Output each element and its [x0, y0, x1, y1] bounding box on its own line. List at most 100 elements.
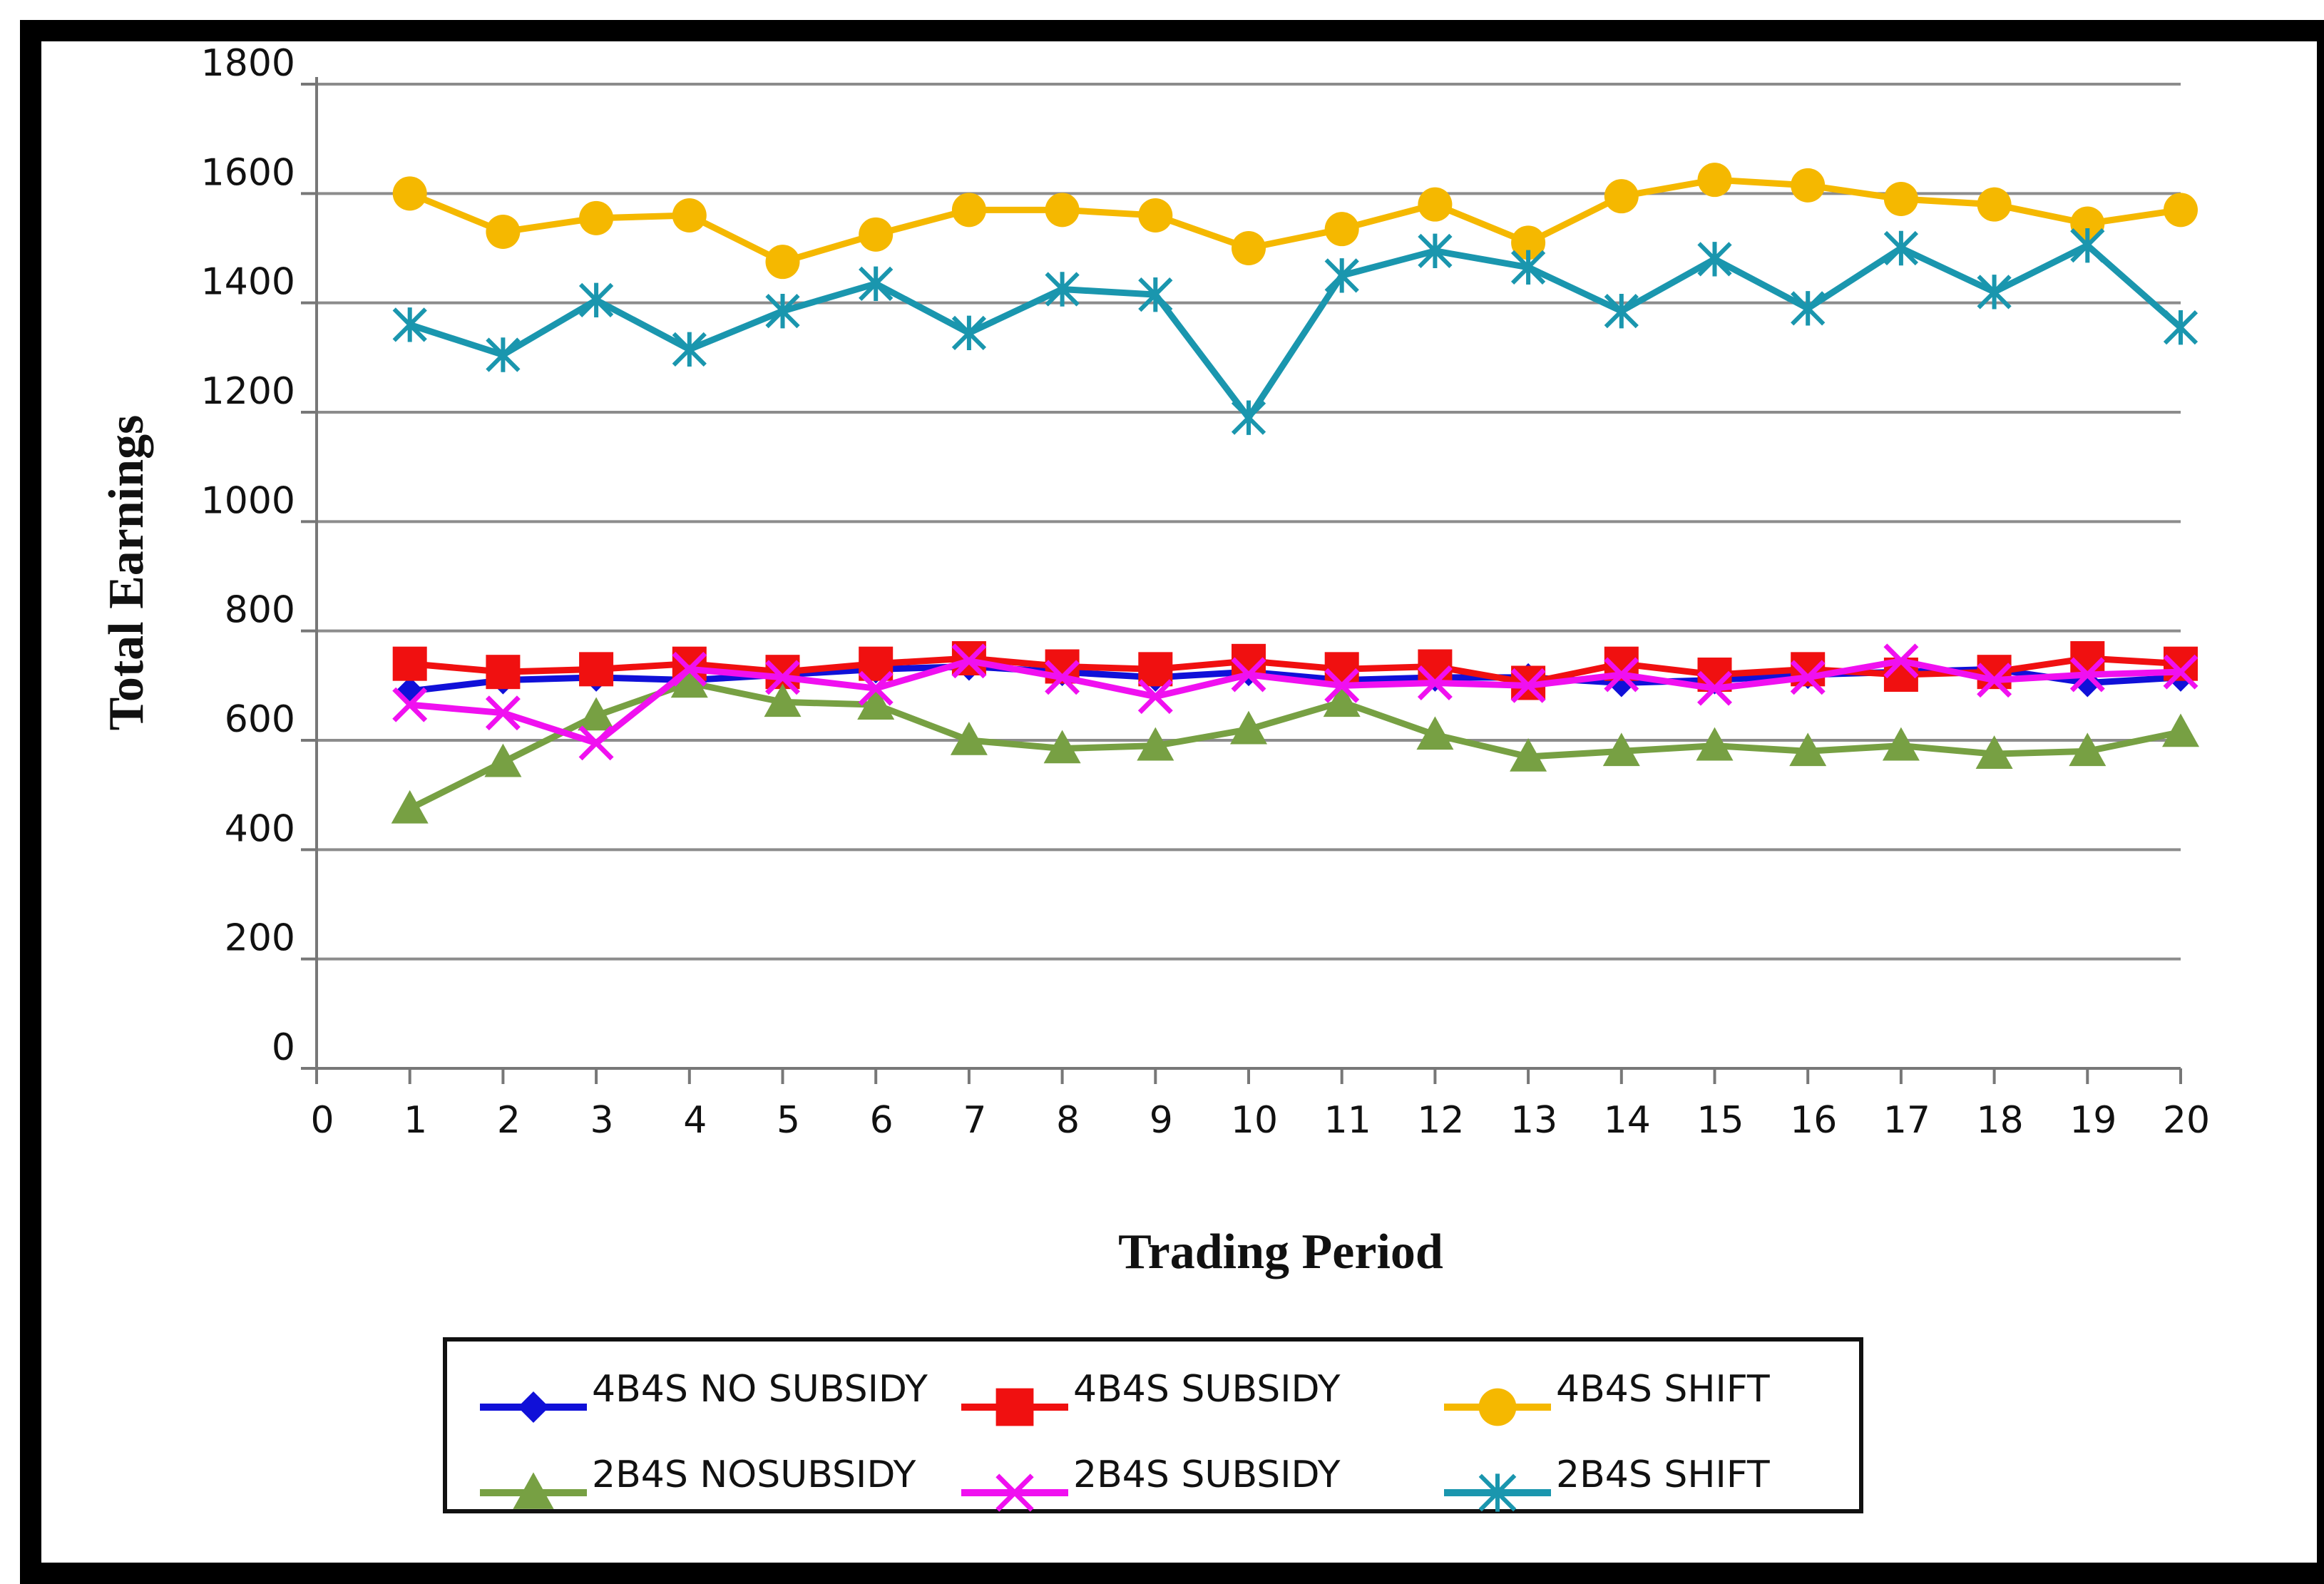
x-tick-label: 5 [777, 1099, 800, 1142]
data-point [2070, 228, 2105, 263]
data-point [1323, 683, 1361, 717]
x-tick-label: 15 [1696, 1099, 1744, 1142]
data-point [578, 282, 614, 318]
axes [301, 77, 2182, 1084]
data-point [951, 643, 987, 679]
data-point [395, 677, 424, 705]
data-point [672, 332, 707, 367]
legend: 4B4S NO SUBSIDY 4B4S SUBSIDY 4B4S SHIFT 2B4… [443, 1337, 1863, 1513]
data-point [1883, 230, 1919, 266]
y-axis-title: Total Earnings [99, 415, 154, 731]
legend-entry: 2B4S NOSUBSIDY [480, 1453, 916, 1509]
data-point [1883, 182, 1918, 216]
series-2b4s-nosubsidy [391, 664, 2199, 824]
legend-swatch-marker [1478, 1388, 1517, 1426]
data-point [1510, 250, 1546, 285]
data-series [391, 163, 2199, 824]
data-point [1977, 655, 2012, 690]
data-point [1324, 212, 1359, 247]
data-point [858, 670, 894, 706]
data-point [578, 697, 615, 731]
data-point [1043, 730, 1081, 764]
y-tick-label: 0 [272, 1026, 295, 1069]
data-point [765, 293, 800, 329]
legend-label: 2B4S NOSUBSIDY [592, 1453, 916, 1496]
legend-label: 4B4S SUBSIDY [1073, 1368, 1341, 1411]
data-point [1789, 732, 1827, 767]
legend-swatch-marker [995, 1388, 1034, 1426]
data-point [1416, 716, 1454, 750]
data-point [1604, 657, 1639, 693]
data-point [1045, 193, 1080, 228]
legend-label: 4B4S SHIFT [1556, 1368, 1770, 1411]
x-tick-label: 20 [2163, 1099, 2210, 1142]
data-point [486, 655, 521, 690]
legend-entry: 4B4S NO SUBSIDY [480, 1368, 928, 1423]
data-point [2164, 193, 2198, 228]
y-tick-label: 1000 [201, 479, 295, 522]
legend-swatch-marker [1478, 1473, 1517, 1512]
legend-entry: 2B4S SHIFT [1444, 1453, 1770, 1512]
y-tick-label: 400 [225, 807, 295, 850]
data-point [1510, 668, 1546, 703]
data-point [486, 215, 521, 249]
data-point [1324, 668, 1360, 703]
data-point [1977, 275, 2012, 310]
data-point [1418, 187, 1453, 222]
data-point [1883, 643, 1919, 679]
data-point [1697, 670, 1732, 706]
y-tick-label: 1600 [201, 151, 295, 194]
data-point [1231, 657, 1266, 693]
data-point [1137, 727, 1174, 761]
series-4b4s-shift [392, 163, 2198, 280]
series-line [409, 658, 2181, 747]
data-point [1138, 277, 1173, 312]
data-point [764, 683, 802, 717]
data-point [2163, 654, 2198, 690]
data-point [1977, 663, 2012, 698]
legend-entry: 4B4S SHIFT [1444, 1368, 1770, 1426]
data-point [578, 725, 614, 761]
data-point [2070, 641, 2105, 675]
data-point [1137, 679, 1173, 715]
series-line [408, 680, 2181, 812]
data-point [1602, 732, 1640, 767]
data-point [1604, 179, 1639, 214]
data-point [2069, 657, 2105, 693]
data-point [859, 217, 894, 252]
data-point [950, 722, 988, 755]
y-tick-label: 1400 [201, 261, 295, 304]
data-point [2069, 732, 2107, 767]
data-point [1324, 258, 1359, 293]
data-point [951, 315, 987, 351]
data-point [579, 200, 614, 235]
data-point [1045, 660, 1080, 695]
x-tick-label: 13 [1510, 1099, 1557, 1142]
data-point [1790, 660, 1826, 695]
x-axis-title: Trading Period [1118, 1225, 1443, 1279]
data-point [1510, 738, 1547, 772]
data-point [765, 660, 800, 695]
data-point [1511, 225, 1546, 260]
legend-label: 2B4S SHIFT [1556, 1453, 1770, 1496]
x-tick-label: 6 [870, 1099, 894, 1142]
x-tick-label: 8 [1056, 1099, 1080, 1142]
data-point [1977, 187, 2012, 222]
x-tick-label: 1 [404, 1099, 427, 1142]
data-point [672, 651, 707, 687]
data-point [1418, 233, 1453, 269]
y-tick-label: 1200 [201, 370, 295, 413]
data-point [765, 245, 800, 280]
data-point [1230, 710, 1267, 745]
data-point [859, 266, 894, 302]
x-tick-label: 17 [1883, 1099, 1930, 1142]
x-tick-label: 0 [310, 1099, 334, 1142]
data-point [1045, 272, 1080, 307]
data-point [1138, 198, 1173, 233]
legend-box [443, 1337, 1863, 1513]
series-2b4s-subsidy [392, 643, 2198, 761]
x-tick-label: 18 [1977, 1099, 2024, 1142]
legend-entry: 2B4S SUBSIDY [961, 1453, 1341, 1512]
data-point [1604, 293, 1639, 329]
